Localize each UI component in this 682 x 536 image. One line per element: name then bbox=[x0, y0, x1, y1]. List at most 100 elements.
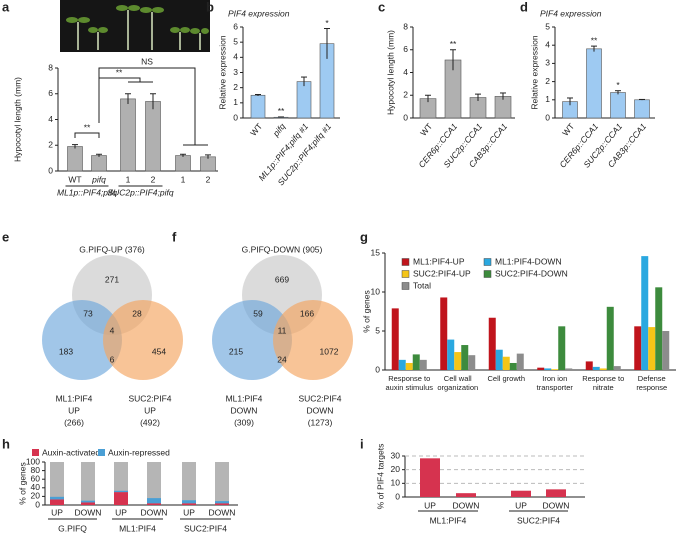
x-tick-label: pifq bbox=[270, 121, 287, 139]
bar bbox=[509, 362, 517, 370]
y-axis-label: Relative expression bbox=[529, 35, 539, 109]
bar bbox=[511, 490, 531, 497]
bar bbox=[502, 356, 510, 370]
y-tick-label: 2 bbox=[403, 90, 408, 100]
bar bbox=[551, 369, 559, 370]
bar bbox=[613, 366, 621, 370]
group-label: SUC2p::PIF4;pifq bbox=[107, 187, 173, 197]
bar bbox=[599, 368, 607, 370]
bar-track bbox=[81, 462, 95, 505]
group-label: SUC2:PIF4 bbox=[184, 523, 227, 533]
x-tick-label: Cell wall organization bbox=[437, 374, 479, 392]
y-tick-label: 8 bbox=[403, 21, 408, 31]
venn-count: 215 bbox=[229, 346, 243, 356]
y-tick-label: 6 bbox=[403, 44, 408, 54]
venn-set-label: UP bbox=[68, 405, 80, 415]
bar bbox=[634, 326, 642, 370]
y-tick-label: 4 bbox=[48, 114, 53, 124]
bar-segment bbox=[50, 499, 64, 505]
panel-title: PIF4 expression bbox=[228, 8, 290, 18]
y-tick-label: 4 bbox=[403, 67, 408, 77]
bar bbox=[662, 331, 670, 370]
y-tick-label: 0 bbox=[403, 112, 408, 122]
bar bbox=[495, 349, 503, 370]
y-tick-label: 2 bbox=[233, 82, 238, 92]
venn-set-label: ML1:PIF4 bbox=[56, 393, 93, 403]
legend-swatch bbox=[483, 258, 492, 266]
bar bbox=[592, 366, 600, 370]
legend-label: ML1:PIF4-UP bbox=[413, 256, 465, 266]
y-tick-label: 0 bbox=[375, 364, 380, 374]
bar bbox=[641, 256, 649, 370]
y-axis-label: % of genes bbox=[361, 290, 371, 333]
y-tick-label: 6 bbox=[48, 88, 53, 98]
bar bbox=[648, 327, 656, 370]
x-tick-label: DOWN bbox=[75, 507, 102, 517]
significance: ** bbox=[116, 67, 123, 77]
venn-count: 11 bbox=[278, 325, 287, 335]
venn-set-label: DOWN bbox=[307, 405, 334, 415]
y-axis-label: % of PIF4 targets bbox=[375, 444, 385, 510]
bar bbox=[250, 94, 266, 119]
x-tick-label: 1 bbox=[126, 174, 131, 184]
bar-segment bbox=[215, 503, 229, 505]
venn-set-label: (1273) bbox=[308, 417, 333, 427]
bar-segment bbox=[114, 492, 128, 505]
venn-set-label: SUC2:PIF4 bbox=[129, 393, 172, 403]
seedling-photo bbox=[60, 0, 210, 52]
bar-segment bbox=[215, 501, 229, 504]
group-label: G.PIFQ bbox=[58, 523, 87, 533]
bar bbox=[585, 361, 593, 370]
x-tick-label: Iron ion transporter bbox=[536, 374, 573, 392]
venn-title: G.PIFQ-UP (376) bbox=[79, 244, 145, 254]
y-tick-label: 1 bbox=[233, 97, 238, 107]
y-tick-label: 8 bbox=[48, 62, 53, 72]
y-tick-label: 0 bbox=[545, 112, 550, 122]
bar bbox=[544, 368, 552, 370]
legend-label: Auxin-activated bbox=[42, 447, 100, 457]
bar-segment bbox=[50, 496, 64, 500]
bar bbox=[447, 339, 455, 370]
venn-set-label: ML1:PIF4 bbox=[226, 393, 263, 403]
panel-letter: g bbox=[360, 229, 368, 244]
legend-label: SUC2:PIF4-UP bbox=[413, 268, 471, 278]
bar bbox=[546, 489, 566, 497]
bar-track bbox=[182, 462, 196, 505]
x-tick-label: DOWN bbox=[543, 500, 570, 510]
venn-title: G.PIFQ-DOWN (905) bbox=[242, 244, 323, 254]
venn-count: 73 bbox=[83, 308, 93, 318]
bar bbox=[516, 353, 524, 370]
bar bbox=[296, 81, 312, 119]
bar-segment bbox=[182, 500, 196, 504]
significance: ** bbox=[84, 122, 91, 132]
bar bbox=[488, 317, 496, 370]
bar bbox=[420, 458, 440, 497]
x-tick-label: Defense response bbox=[636, 374, 668, 392]
significance: * bbox=[325, 18, 329, 28]
x-tick-label: 2 bbox=[151, 174, 156, 184]
bar bbox=[454, 352, 462, 370]
x-tick-label: DOWN bbox=[453, 500, 480, 510]
bar bbox=[419, 359, 427, 370]
significance: ** bbox=[278, 106, 285, 116]
y-tick-label: 3 bbox=[545, 58, 550, 68]
x-tick-label: DOWN bbox=[141, 507, 168, 517]
venn-set-label: UP bbox=[144, 405, 156, 415]
bar bbox=[412, 354, 420, 370]
bar bbox=[405, 362, 413, 370]
venn-count: 24 bbox=[277, 354, 287, 364]
legend-swatch bbox=[483, 270, 492, 278]
y-tick-label: 0 bbox=[233, 112, 238, 122]
panel-letter: f bbox=[172, 229, 177, 244]
panel-title: PIF4 expression bbox=[540, 8, 602, 18]
y-tick-label: 80 bbox=[31, 465, 41, 475]
bar bbox=[537, 367, 545, 370]
venn-set-label: (492) bbox=[140, 417, 160, 427]
y-tick-label: 2 bbox=[545, 76, 550, 86]
legend-label: Total bbox=[413, 280, 431, 290]
bar bbox=[558, 326, 566, 370]
venn-circle bbox=[212, 300, 292, 380]
legend-swatch bbox=[401, 282, 410, 290]
x-tick-label: WT bbox=[248, 121, 264, 138]
